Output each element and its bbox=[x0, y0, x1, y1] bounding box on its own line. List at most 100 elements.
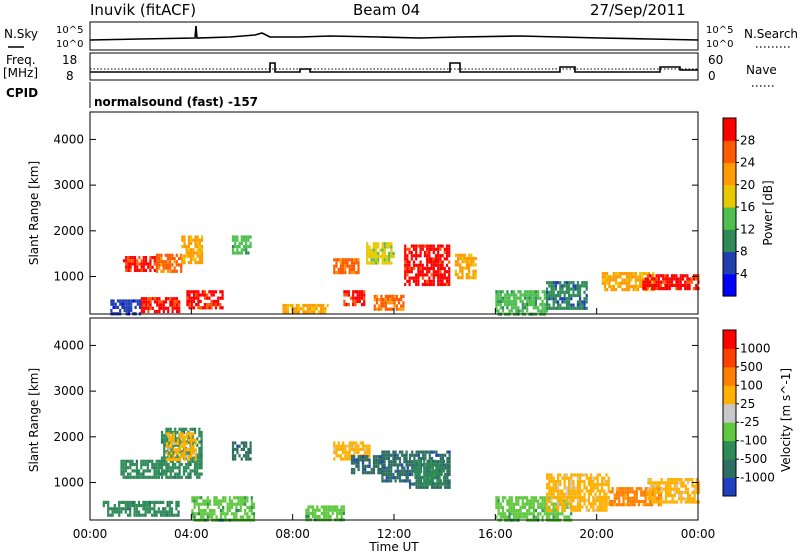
velocity-cell bbox=[568, 492, 571, 496]
power-cell bbox=[454, 269, 457, 273]
velocity-cell bbox=[168, 454, 171, 458]
power-cell bbox=[437, 260, 440, 264]
power-cell bbox=[439, 257, 442, 261]
velocity-cell bbox=[664, 497, 668, 501]
velocity-cell bbox=[135, 513, 138, 517]
velocity-cell bbox=[368, 451, 371, 455]
power-cell bbox=[417, 254, 420, 258]
power-cell bbox=[572, 290, 575, 294]
velocity-cell bbox=[198, 434, 201, 438]
power-cell bbox=[437, 273, 440, 277]
velocity-cell bbox=[642, 490, 645, 494]
velocity-cell bbox=[563, 476, 566, 480]
velocity-cell bbox=[603, 483, 606, 487]
velocity-cell bbox=[561, 489, 564, 493]
velocity-cell bbox=[235, 496, 238, 500]
power-cell bbox=[406, 270, 409, 274]
power-cell bbox=[563, 290, 566, 294]
velocity-cell bbox=[241, 502, 245, 506]
velocity-cell bbox=[576, 476, 579, 480]
velocity-cell bbox=[624, 503, 627, 507]
velocity-cell bbox=[506, 502, 509, 506]
velocity-cell bbox=[561, 502, 564, 506]
power-cell bbox=[474, 263, 477, 267]
power-cell bbox=[190, 306, 193, 310]
velocity-cell bbox=[217, 502, 220, 506]
velocity-cell bbox=[361, 447, 364, 451]
power-cell bbox=[322, 307, 325, 311]
velocity-cell bbox=[574, 486, 577, 490]
power-cell bbox=[457, 276, 460, 280]
power-cell bbox=[585, 297, 588, 301]
power-cell bbox=[374, 258, 378, 262]
velocity-colorbar-swatch bbox=[723, 459, 736, 478]
velocity-cell bbox=[135, 507, 138, 511]
velocity-cell bbox=[572, 492, 575, 496]
velocity-cell bbox=[405, 472, 408, 477]
velocity-cell bbox=[428, 453, 431, 457]
velocity-cell bbox=[217, 505, 220, 509]
power-cell bbox=[579, 284, 582, 288]
velocity-cell bbox=[426, 469, 429, 473]
velocity-cell bbox=[396, 463, 399, 467]
velocity-cell bbox=[626, 490, 630, 494]
velocity-cell bbox=[189, 469, 192, 473]
velocity-cell bbox=[521, 502, 524, 506]
velocity-cell bbox=[239, 505, 242, 509]
power-cell bbox=[439, 260, 442, 264]
power-cell bbox=[192, 306, 196, 310]
velocity-cell bbox=[537, 502, 540, 506]
power-cell bbox=[160, 260, 163, 264]
velocity-cell bbox=[196, 466, 199, 470]
power-cell bbox=[541, 309, 544, 313]
velocity-cell bbox=[546, 495, 549, 499]
power-cell bbox=[381, 242, 384, 246]
velocity-cell bbox=[118, 504, 121, 508]
velocity-cell bbox=[427, 478, 430, 483]
power-echo-region bbox=[140, 297, 181, 314]
velocity-cell bbox=[379, 455, 382, 459]
power-cell bbox=[333, 258, 336, 262]
velocity-cell bbox=[104, 500, 108, 504]
velocity-cell bbox=[192, 445, 195, 449]
velocity-cell bbox=[340, 515, 343, 519]
velocity-cell bbox=[526, 499, 529, 503]
velocity-cell bbox=[411, 472, 414, 477]
power-cell bbox=[370, 255, 373, 259]
velocity-cell bbox=[548, 515, 551, 519]
power-cell bbox=[548, 306, 551, 310]
velocity-cell bbox=[660, 481, 663, 485]
power-cell bbox=[140, 259, 143, 263]
velocity-cell bbox=[426, 450, 429, 454]
velocity-cell bbox=[563, 505, 566, 509]
velocity-cell bbox=[387, 472, 391, 477]
power-cell bbox=[140, 309, 143, 314]
velocity-cell bbox=[135, 462, 138, 467]
power-cell bbox=[190, 241, 193, 245]
power-cell bbox=[666, 277, 669, 281]
power-cell bbox=[428, 270, 431, 274]
velocity-cell bbox=[526, 502, 529, 506]
power-cell bbox=[634, 288, 637, 292]
velocity-cell bbox=[686, 494, 690, 498]
power-cell bbox=[423, 250, 427, 255]
velocity-cell bbox=[166, 510, 169, 514]
velocity-cell bbox=[178, 450, 181, 454]
velocity-cell bbox=[361, 441, 364, 445]
velocity-cell bbox=[615, 487, 619, 491]
power-cell bbox=[175, 303, 179, 307]
power-cell bbox=[201, 238, 204, 242]
power-cell bbox=[408, 282, 411, 287]
power-cell bbox=[639, 275, 642, 279]
velocity-cell bbox=[198, 450, 201, 454]
velocity-cell bbox=[146, 510, 149, 514]
power-cell bbox=[659, 274, 663, 278]
velocity-cell bbox=[439, 453, 442, 457]
velocity-cell bbox=[403, 479, 406, 483]
power-cell bbox=[313, 307, 316, 311]
velocity-cell bbox=[189, 462, 192, 467]
velocity-cell bbox=[598, 492, 601, 496]
power-cell bbox=[284, 310, 287, 314]
velocity-cell bbox=[673, 478, 676, 482]
power-cell bbox=[499, 303, 502, 307]
